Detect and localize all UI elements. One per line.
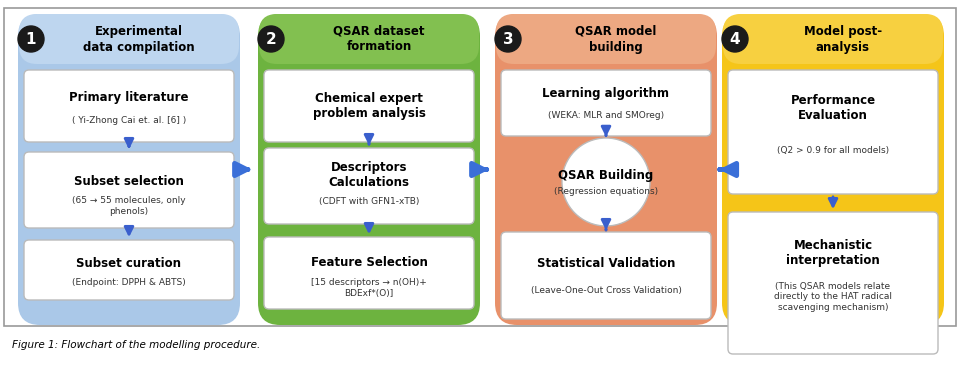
Text: QSAR dataset
formation: QSAR dataset formation: [333, 24, 424, 54]
Text: Figure 1: Flowchart of the modelling procedure.: Figure 1: Flowchart of the modelling pro…: [12, 340, 260, 350]
Text: Model post-
analysis: Model post- analysis: [804, 24, 882, 54]
FancyBboxPatch shape: [728, 70, 938, 194]
Text: Chemical expert
problem analysis: Chemical expert problem analysis: [313, 92, 425, 120]
Circle shape: [258, 26, 284, 52]
Text: (65 → 55 molecules, only
phenols): (65 → 55 molecules, only phenols): [72, 196, 186, 216]
Text: 3: 3: [503, 31, 514, 46]
FancyBboxPatch shape: [723, 14, 943, 64]
Text: Statistical Validation: Statistical Validation: [537, 257, 675, 269]
Text: Subset selection: Subset selection: [74, 175, 184, 188]
Text: (CDFT with GFN1-xTB): (CDFT with GFN1-xTB): [319, 197, 420, 206]
Text: Primary literature: Primary literature: [69, 91, 189, 104]
FancyBboxPatch shape: [18, 14, 240, 325]
Text: [15 descriptors → n(OH)+
BDExf*(O)]: [15 descriptors → n(OH)+ BDExf*(O)]: [311, 278, 427, 298]
Text: Experimental
data compilation: Experimental data compilation: [84, 24, 195, 54]
FancyBboxPatch shape: [259, 14, 479, 64]
Text: ( Yi-Zhong Cai et. al. [6] ): ( Yi-Zhong Cai et. al. [6] ): [72, 116, 186, 126]
Text: (Endpoint: DPPH & ABTS): (Endpoint: DPPH & ABTS): [72, 278, 186, 287]
Circle shape: [562, 138, 650, 226]
FancyBboxPatch shape: [495, 14, 717, 325]
FancyBboxPatch shape: [264, 237, 474, 309]
Text: Descriptors
Calculations: Descriptors Calculations: [328, 161, 410, 189]
FancyBboxPatch shape: [264, 148, 474, 224]
FancyBboxPatch shape: [24, 240, 234, 300]
Text: 4: 4: [730, 31, 740, 46]
FancyBboxPatch shape: [496, 14, 716, 64]
Text: QSAR Building: QSAR Building: [559, 169, 654, 182]
Text: (Leave-One-Out Cross Validation): (Leave-One-Out Cross Validation): [531, 286, 682, 295]
FancyBboxPatch shape: [501, 70, 711, 136]
FancyBboxPatch shape: [728, 212, 938, 354]
Text: QSAR model
building: QSAR model building: [575, 24, 657, 54]
FancyBboxPatch shape: [19, 14, 239, 64]
Circle shape: [495, 26, 521, 52]
FancyBboxPatch shape: [24, 152, 234, 228]
Text: Learning algorithm: Learning algorithm: [542, 87, 669, 100]
FancyBboxPatch shape: [264, 70, 474, 142]
Text: Performance
Evaluation: Performance Evaluation: [790, 94, 876, 122]
FancyBboxPatch shape: [501, 232, 711, 319]
Text: (Regression equations): (Regression equations): [554, 188, 658, 196]
Text: (Q2 > 0.9 for all models): (Q2 > 0.9 for all models): [777, 146, 889, 154]
Text: 2: 2: [266, 31, 276, 46]
Circle shape: [722, 26, 748, 52]
FancyBboxPatch shape: [24, 70, 234, 142]
FancyBboxPatch shape: [258, 14, 480, 325]
Text: (WEKA: MLR and SMOreg): (WEKA: MLR and SMOreg): [548, 111, 664, 120]
FancyBboxPatch shape: [722, 14, 944, 325]
Text: 1: 1: [26, 31, 36, 46]
Text: Subset curation: Subset curation: [77, 257, 181, 270]
Text: Feature Selection: Feature Selection: [311, 256, 427, 269]
FancyBboxPatch shape: [4, 8, 956, 326]
Text: Mechanistic
interpretation: Mechanistic interpretation: [786, 239, 880, 267]
Circle shape: [18, 26, 44, 52]
Text: (This QSAR models relate
directly to the HAT radical
scavenging mechanism): (This QSAR models relate directly to the…: [774, 282, 892, 312]
